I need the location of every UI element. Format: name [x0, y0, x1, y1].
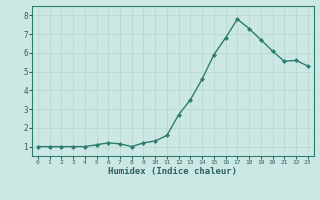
X-axis label: Humidex (Indice chaleur): Humidex (Indice chaleur) [108, 167, 237, 176]
